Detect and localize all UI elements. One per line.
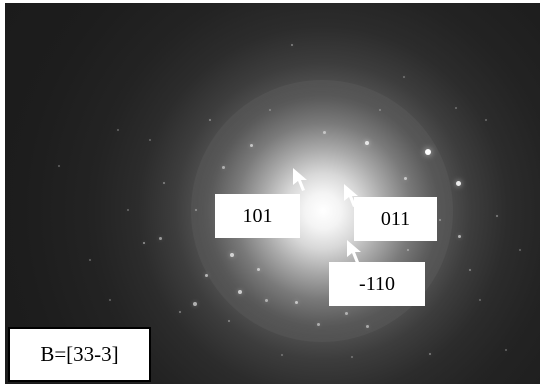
zone-axis-text: B=[33-3] — [40, 342, 119, 366]
diffraction-spot — [109, 299, 111, 301]
diffraction-spot — [89, 259, 91, 261]
diffraction-spot — [291, 44, 293, 46]
diffraction-spot — [149, 139, 151, 141]
diffraction-spot — [379, 109, 381, 111]
diffraction-spot — [294, 300, 298, 304]
arrow-pointer-icon — [344, 184, 358, 207]
diffraction-spot — [195, 209, 197, 211]
diffraction-spot — [485, 119, 487, 121]
spot-label-101: 101 — [215, 194, 300, 238]
diffraction-spot — [407, 249, 409, 251]
diffraction-spot — [316, 322, 320, 326]
diffraction-spot — [117, 129, 119, 131]
arrow-pointer-icon — [347, 240, 361, 263]
diffraction-spot — [221, 165, 225, 169]
spot-label-text: 011 — [380, 207, 411, 230]
spot-label-minus-110: -110 — [329, 262, 425, 306]
diffraction-spot — [281, 354, 283, 356]
diffraction-spot — [193, 302, 197, 306]
diffraction-spot — [179, 311, 181, 313]
diffraction-spot — [264, 298, 268, 302]
diffraction-spot — [351, 356, 353, 358]
diffraction-spot — [228, 320, 230, 322]
diffraction-spot — [479, 299, 481, 301]
diffraction-spot — [455, 180, 461, 186]
diffraction-spot — [429, 353, 431, 355]
diffraction-spot — [230, 253, 234, 257]
spot-label-text: -110 — [359, 272, 395, 295]
diffraction-spot — [238, 290, 242, 294]
spot-label-011: 011 — [354, 197, 437, 241]
diffraction-spot — [256, 267, 260, 271]
diffraction-spot — [519, 249, 521, 251]
diffraction-spot — [425, 149, 431, 155]
diffraction-spot — [365, 141, 369, 145]
diffraction-spot — [403, 76, 405, 78]
diffraction-spot — [403, 176, 407, 180]
diffraction-spot — [127, 209, 129, 211]
diffraction-spot — [204, 273, 208, 277]
diffraction-spot — [143, 242, 145, 244]
diffraction-spot — [269, 109, 271, 111]
arrow-pointer-icon — [293, 168, 307, 191]
diffraction-spot — [439, 219, 441, 221]
diffraction-spot — [365, 324, 369, 328]
diffraction-spot — [455, 107, 457, 109]
diffraction-spot — [496, 215, 498, 217]
diffraction-spot — [249, 143, 253, 147]
diffraction-spot — [344, 311, 348, 315]
zone-axis-label: B=[33-3] — [8, 327, 151, 382]
diffraction-spot — [505, 349, 507, 351]
spot-label-text: 101 — [242, 204, 273, 227]
diffraction-spot — [457, 234, 461, 238]
diffraction-spot — [322, 130, 326, 134]
diffraction-spot — [58, 165, 60, 167]
diffraction-spot — [163, 182, 165, 184]
diffraction-pattern-image — [5, 3, 540, 384]
diffraction-spot — [158, 236, 162, 240]
diffraction-spot — [209, 119, 211, 121]
diffraction-spot — [469, 269, 471, 271]
